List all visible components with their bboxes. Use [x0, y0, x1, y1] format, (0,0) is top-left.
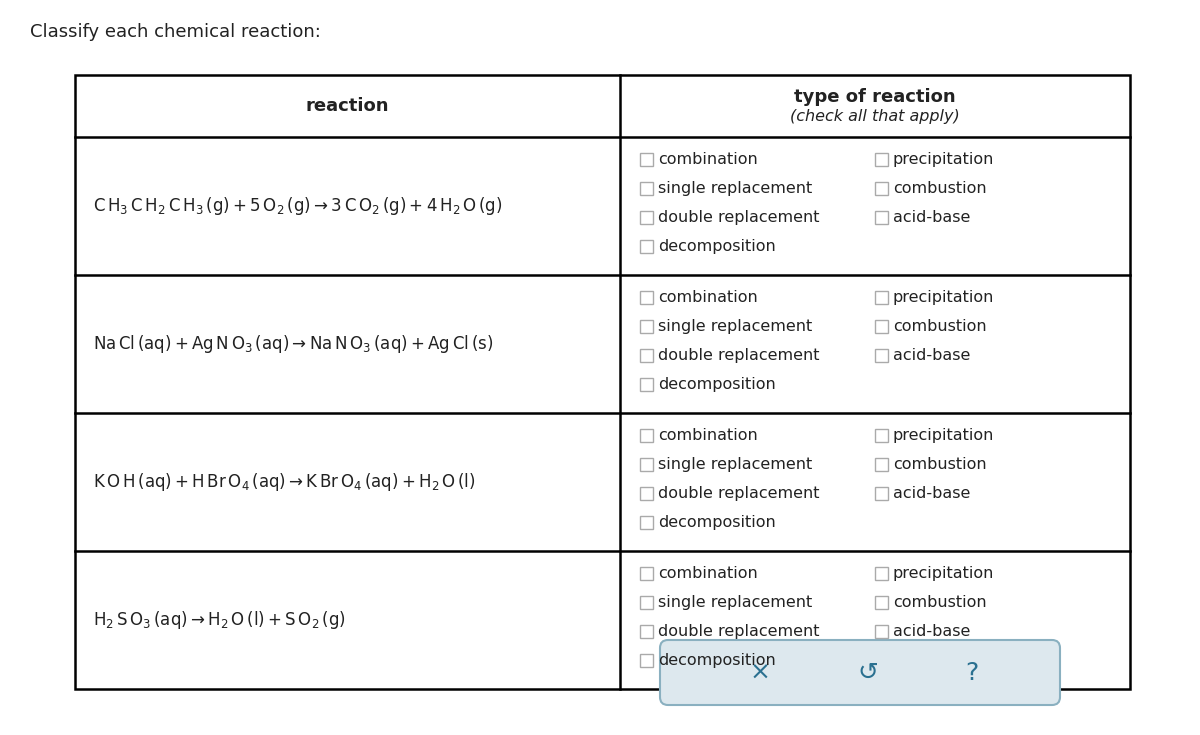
Text: precipitation: precipitation	[893, 428, 995, 442]
Text: ×: ×	[750, 661, 770, 684]
Bar	[640, 653, 653, 667]
Text: single replacement: single replacement	[658, 595, 812, 609]
Bar	[640, 182, 653, 195]
Text: ?: ?	[965, 661, 979, 684]
Text: decomposition: decomposition	[658, 514, 775, 529]
Text: $\mathrm{Na\,Cl\,(aq) + Ag\,N\,O_3\,(aq) \rightarrow Na\,N\,O_3\,(aq) + Ag\,Cl\,: $\mathrm{Na\,Cl\,(aq) + Ag\,N\,O_3\,(aq)…	[94, 333, 493, 355]
Text: combustion: combustion	[893, 181, 986, 196]
Text: double replacement: double replacement	[658, 209, 820, 224]
Bar	[640, 378, 653, 390]
Text: reaction: reaction	[306, 97, 389, 115]
Bar	[875, 153, 888, 165]
Text: combustion: combustion	[893, 318, 986, 334]
Text: decomposition: decomposition	[658, 239, 775, 254]
Bar	[875, 458, 888, 470]
Bar	[640, 320, 653, 332]
Text: type of reaction: type of reaction	[794, 88, 956, 106]
Bar	[640, 290, 653, 304]
Bar	[640, 515, 653, 528]
Bar	[640, 210, 653, 223]
Bar	[875, 595, 888, 609]
Bar	[640, 487, 653, 500]
Bar	[875, 320, 888, 332]
Bar	[875, 348, 888, 362]
Text: combination: combination	[658, 151, 757, 167]
Text: $\mathrm{K\,O\,H\,(aq) + H\,Br\,O_4\,(aq) \rightarrow K\,Br\,O_4\,(aq) + H_2\,O\: $\mathrm{K\,O\,H\,(aq) + H\,Br\,O_4\,(aq…	[94, 471, 475, 493]
Text: double replacement: double replacement	[658, 348, 820, 362]
Bar	[640, 240, 653, 253]
Bar	[74, 75, 1130, 689]
FancyBboxPatch shape	[660, 640, 1060, 705]
Bar	[640, 567, 653, 580]
Text: acid-base: acid-base	[893, 348, 971, 362]
Bar	[875, 429, 888, 442]
Text: single replacement: single replacement	[658, 318, 812, 334]
Text: single replacement: single replacement	[658, 181, 812, 196]
Bar	[875, 182, 888, 195]
Bar	[875, 290, 888, 304]
Text: precipitation: precipitation	[893, 151, 995, 167]
Text: acid-base: acid-base	[893, 486, 971, 501]
Text: Classify each chemical reaction:: Classify each chemical reaction:	[30, 23, 320, 41]
Text: precipitation: precipitation	[893, 565, 995, 581]
Text: double replacement: double replacement	[658, 623, 820, 639]
Bar	[875, 567, 888, 580]
Text: acid-base: acid-base	[893, 623, 971, 639]
Text: precipitation: precipitation	[893, 290, 995, 304]
Text: combination: combination	[658, 290, 757, 304]
Text: single replacement: single replacement	[658, 456, 812, 472]
Bar	[640, 153, 653, 165]
Text: double replacement: double replacement	[658, 486, 820, 501]
Bar	[875, 625, 888, 637]
Text: combustion: combustion	[893, 595, 986, 609]
Bar	[875, 487, 888, 500]
Text: $\mathrm{H_2\,S\,O_3\,(aq) \rightarrow H_2\,O\,(l) + S\,O_2\,(g)}$: $\mathrm{H_2\,S\,O_3\,(aq) \rightarrow H…	[94, 609, 346, 631]
Bar	[640, 348, 653, 362]
Bar	[640, 429, 653, 442]
Text: (check all that apply): (check all that apply)	[790, 109, 960, 123]
Text: combination: combination	[658, 565, 757, 581]
Bar	[640, 595, 653, 609]
Text: combustion: combustion	[893, 456, 986, 472]
Bar	[640, 625, 653, 637]
Text: combination: combination	[658, 428, 757, 442]
Text: $\mathrm{C\,H_3\,C\,H_2\,C\,H_3\,(g) + 5\,O_2\,(g) \rightarrow 3\,C\,O_2\,(g) + : $\mathrm{C\,H_3\,C\,H_2\,C\,H_3\,(g) + 5…	[94, 195, 503, 217]
Text: ↺: ↺	[858, 661, 878, 684]
Bar	[640, 458, 653, 470]
Text: decomposition: decomposition	[658, 653, 775, 667]
Bar	[875, 210, 888, 223]
Text: acid-base: acid-base	[893, 209, 971, 224]
Text: decomposition: decomposition	[658, 376, 775, 392]
